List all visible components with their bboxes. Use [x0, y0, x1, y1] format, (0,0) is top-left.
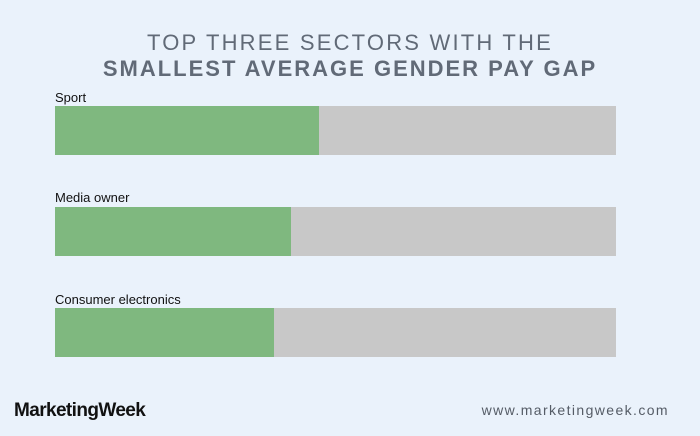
bar-label-0: Sport — [55, 90, 87, 105]
bar-fill-0 — [55, 106, 319, 155]
bar-label-1: Media owner — [55, 190, 130, 205]
website-url[interactable]: www.marketingweek.com — [481, 402, 669, 418]
bar-track-2 — [55, 308, 616, 357]
bar-label-2: Consumer electronics — [55, 292, 181, 307]
chart-title-line-1: TOP THREE SECTORS WITH THE — [147, 30, 553, 55]
bar-fill-2 — [55, 308, 274, 357]
bar-track-1 — [55, 207, 616, 256]
chart-title-line-2: SMALLEST AVERAGE GENDER PAY GAP — [102, 56, 598, 81]
chart-title: TOP THREE SECTORS WITH THE SMALLEST AVER… — [0, 30, 700, 82]
bar-fill-1 — [55, 207, 291, 256]
brand-logo: MarketingWeek — [14, 400, 146, 421]
bar-track-0 — [55, 106, 616, 155]
